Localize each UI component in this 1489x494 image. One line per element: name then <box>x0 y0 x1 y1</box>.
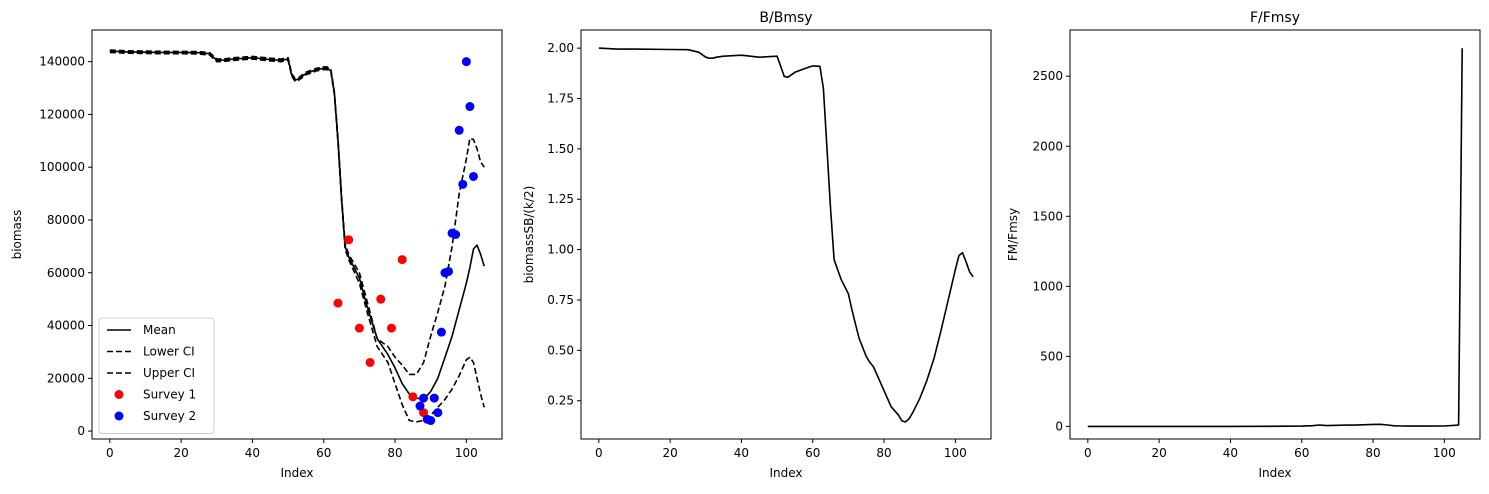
f-fmsy-x-tick-label: 0 <box>1084 446 1092 460</box>
b-bmsy-y-axis-label: biomassSB/(k/2) <box>522 186 536 284</box>
b-bmsy-y-tick-label: 1.25 <box>547 192 574 206</box>
legend-marker-survey-2 <box>114 411 124 421</box>
b-bmsy-x-axis-label: Index <box>769 466 802 480</box>
biomass-y-tick-label: 80000 <box>47 213 85 227</box>
biomass-y-tick-label: 60000 <box>47 266 85 280</box>
biomass-y-tick-label: 20000 <box>47 371 85 385</box>
biomass-x-axis-label: Index <box>280 466 313 480</box>
b-bmsy-x-tick-label: 80 <box>876 446 891 460</box>
b-bmsy-y-tick-label: 1.00 <box>547 243 574 257</box>
b-bmsy-y-tick-label: 1.50 <box>547 142 574 156</box>
biomass-series <box>109 49 485 426</box>
b-bmsy-y-tick-label: 0.75 <box>547 293 574 307</box>
f-fmsy-series <box>1087 48 1463 428</box>
legend-label-lower-ci: Lower CI <box>143 345 195 359</box>
biomass-x-tick-label: 80 <box>387 446 402 460</box>
f-fmsy-title: F/Fmsy <box>1250 10 1300 26</box>
f-fmsy-y-tick-label: 2500 <box>1032 69 1063 83</box>
biomass-survey-1-point <box>408 392 418 402</box>
f-fmsy-x-tick-label: 40 <box>1223 446 1238 460</box>
biomass-survey-2-point <box>451 230 461 239</box>
biomass-panel: 0 20 40 60 80 100 0 20000 40000 60000 80000 100000… <box>10 29 503 480</box>
legend-label-survey-2: Survey 2 <box>143 409 196 423</box>
b-bmsy-series <box>598 47 974 423</box>
biomass-survey-2-point <box>444 266 454 276</box>
f-fmsy-y-axis-label: FM/Fmsy <box>1006 208 1020 261</box>
biomass-survey-2-point <box>419 393 429 403</box>
b-bmsy-y-tick-label: 0.50 <box>547 343 574 357</box>
legend-box <box>98 317 215 434</box>
f-fmsy-x-axis-label: Index <box>1258 466 1291 480</box>
biomass-survey-2-point <box>458 179 468 189</box>
b-bmsy-y-tick-label: 2.00 <box>547 41 574 55</box>
biomass-x-tick-label: 100 <box>455 446 478 460</box>
biomass-y-axis-label: biomass <box>10 210 24 260</box>
biomass-survey-2-point <box>468 171 478 181</box>
biomass-survey-1-point <box>354 323 364 333</box>
f-fmsy-y-tick-label: 1000 <box>1032 279 1063 293</box>
b-bmsy-plot-frame <box>580 29 992 440</box>
b-bmsy-x-tick-label: 0 <box>595 446 603 460</box>
biomass-survey-2-point <box>415 401 425 411</box>
biomass-plot-frame <box>91 29 503 440</box>
biomass-y-tick-label: 120000 <box>39 107 85 121</box>
biomass-survey-2-point <box>429 393 439 403</box>
biomass-y-tick-label: 100000 <box>39 160 85 174</box>
f-fmsy-x-tick-label: 60 <box>1294 446 1309 460</box>
f-fmsy-x-tick-label: 20 <box>1151 446 1166 460</box>
b-bmsy-x-tick-label: 100 <box>944 446 967 460</box>
biomass-survey-1-point <box>376 294 386 304</box>
biomass-y-tick-label: 140000 <box>39 55 85 69</box>
biomass-survey-1-point <box>397 255 407 265</box>
biomass-survey-2-point <box>465 102 475 112</box>
biomass-survey-2-point <box>436 327 446 337</box>
b-bmsy-title: B/Bmsy <box>759 10 812 26</box>
biomass-legend: Mean Lower CI Upper CI Survey 1 Survey 2 <box>98 317 215 434</box>
f-fmsy-x-tick-label: 100 <box>1433 446 1456 460</box>
b-bmsy-x-tick-label: 40 <box>734 446 749 460</box>
biomass-survey-2-point <box>461 57 471 67</box>
b-bmsy-y-tick-label: 0.25 <box>547 394 574 408</box>
biomass-x-tick-label: 60 <box>316 446 331 460</box>
f-fmsy-y-tick-label: 2000 <box>1032 139 1063 153</box>
biomass-survey-2-point <box>433 408 443 418</box>
b-bmsy-panel: 0 20 40 60 80 100 0.25 0.50 0.75 1.00 1.25 1.50 1.7… <box>522 10 992 480</box>
biomass-y-tick-label: 40000 <box>47 319 85 333</box>
biomass-x-tick-label: 0 <box>106 446 114 460</box>
biomass-survey-1-point <box>386 323 396 333</box>
legend-label-mean: Mean <box>143 323 176 337</box>
biomass-y-ticks: 0 20000 40000 60000 80000 100000 120000 140000 <box>39 55 92 438</box>
f-fmsy-y-ticks: 0 500 1000 1500 2000 2500 <box>1032 69 1070 433</box>
biomass-survey-1-point <box>344 235 354 245</box>
biomass-survey-2-point <box>454 125 464 135</box>
legend-label-upper-ci: Upper CI <box>143 366 195 380</box>
legend-label-survey-1: Survey 1 <box>143 388 196 402</box>
f-fmsy-y-tick-label: 500 <box>1040 349 1063 363</box>
b-bmsy-y-tick-label: 1.75 <box>547 92 574 106</box>
b-bmsy-x-tick-label: 60 <box>805 446 820 460</box>
f-fmsy-y-tick-label: 1500 <box>1032 209 1063 223</box>
biomass-x-tick-label: 20 <box>173 446 188 460</box>
biomass-survey-2-point <box>426 416 436 426</box>
b-bmsy-x-ticks: 0 20 40 60 80 100 <box>595 439 967 460</box>
biomass-survey-1-point <box>333 298 343 308</box>
f-fmsy-x-ticks: 0 20 40 60 80 100 <box>1084 439 1456 460</box>
biomass-x-tick-label: 40 <box>245 446 260 460</box>
b-bmsy-x-tick-label: 20 <box>662 446 677 460</box>
b-bmsy-y-ticks: 0.25 0.50 0.75 1.00 1.25 1.50 1.75 2.00 <box>547 41 581 408</box>
biomass-survey-1-point <box>365 357 375 367</box>
f-fmsy-x-tick-label: 80 <box>1365 446 1380 460</box>
f-fmsy-y-tick-label: 0 <box>1055 419 1063 433</box>
biomass-mean-line <box>109 50 485 401</box>
f-fmsy-series-line <box>1087 48 1463 428</box>
f-fmsy-plot-frame <box>1069 29 1481 440</box>
biomass-y-tick-label: 0 <box>77 424 85 438</box>
f-fmsy-panel: 0 20 40 60 80 100 0 500 1000 1500 2000 2500 F/Fmsy… <box>1006 10 1481 480</box>
biomass-x-ticks: 0 20 40 60 80 100 <box>106 439 478 460</box>
biomass-survey-1-point <box>419 408 429 418</box>
legend-marker-survey-1 <box>114 390 124 399</box>
b-bmsy-series-line <box>598 47 974 423</box>
